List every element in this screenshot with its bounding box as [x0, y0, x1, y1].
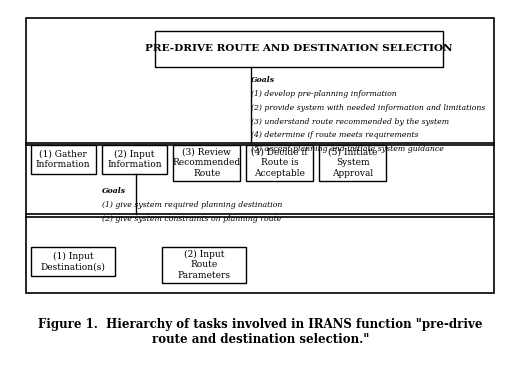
Text: (1) Gather
Information: (1) Gather Information [36, 150, 90, 169]
Text: Goals: Goals [102, 187, 126, 195]
Text: Goals: Goals [251, 76, 275, 84]
Text: (4) Decide if
Route is
Acceptable: (4) Decide if Route is Acceptable [251, 148, 308, 178]
FancyBboxPatch shape [31, 247, 115, 276]
FancyBboxPatch shape [173, 145, 240, 181]
Text: (5) accept planning and initiate system guidance: (5) accept planning and initiate system … [251, 145, 444, 153]
FancyBboxPatch shape [162, 247, 246, 283]
Text: (2) Input
Information: (2) Input Information [107, 150, 162, 169]
Text: (2) give system constraints on planning route: (2) give system constraints on planning … [102, 215, 281, 223]
Text: (3) understand route recommended by the system: (3) understand route recommended by the … [251, 117, 449, 126]
FancyBboxPatch shape [319, 145, 386, 181]
Text: Figure 1.  Hierarchy of tasks involved in IRANS function "pre-drive
route and de: Figure 1. Hierarchy of tasks involved in… [38, 318, 483, 346]
Text: (1) develop pre-planning information: (1) develop pre-planning information [251, 90, 397, 98]
FancyBboxPatch shape [31, 145, 96, 174]
Text: (5) Initiate
System
Approval: (5) Initiate System Approval [328, 148, 377, 178]
Text: PRE-DRIVE ROUTE AND DESTINATION SELECTION: PRE-DRIVE ROUTE AND DESTINATION SELECTIO… [145, 44, 453, 53]
FancyBboxPatch shape [102, 145, 167, 174]
Text: (1) Input
Destination(s): (1) Input Destination(s) [40, 252, 106, 271]
Text: (3) Review
Recommended
Route: (3) Review Recommended Route [173, 148, 241, 178]
Text: (2) provide system with needed information and limitations: (2) provide system with needed informati… [251, 104, 485, 112]
Text: (4) determine if route meets requirements: (4) determine if route meets requirement… [251, 131, 418, 139]
Text: (1) give system required planning destination: (1) give system required planning destin… [102, 201, 282, 209]
FancyBboxPatch shape [155, 30, 443, 67]
Text: (2) Input
Route
Parameters: (2) Input Route Parameters [177, 250, 230, 280]
FancyBboxPatch shape [246, 145, 313, 181]
FancyBboxPatch shape [26, 18, 494, 293]
